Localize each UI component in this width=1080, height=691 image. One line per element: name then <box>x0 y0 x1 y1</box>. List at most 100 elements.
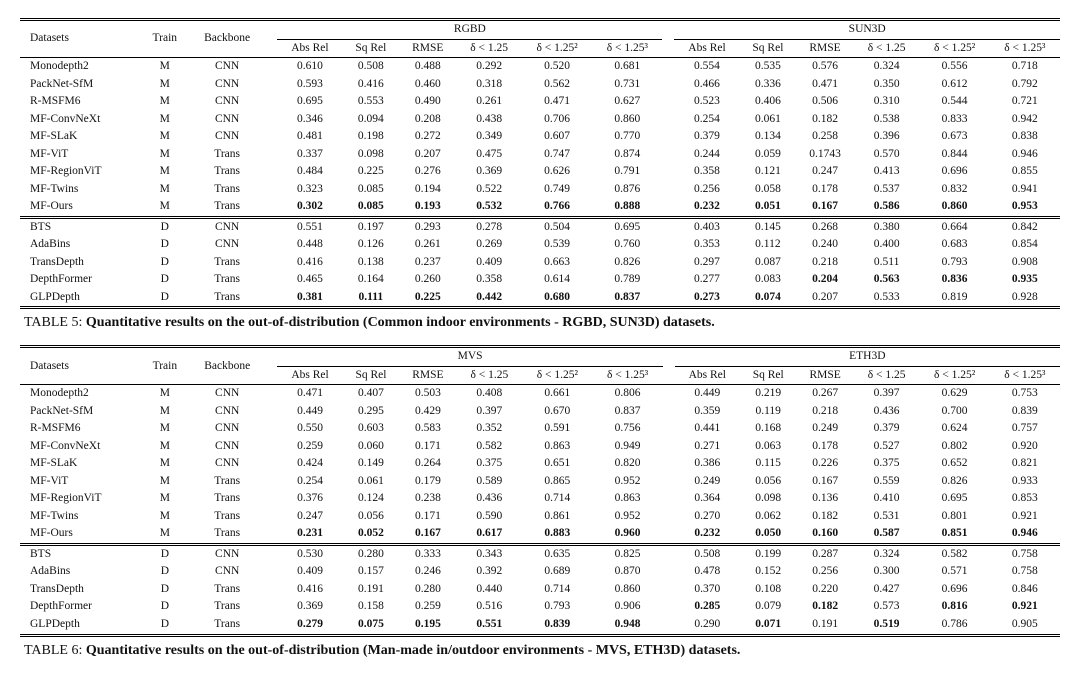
spacer <box>663 598 675 616</box>
cell-value: 0.191 <box>797 616 854 635</box>
cell-value: 0.302 <box>277 198 342 217</box>
spacer <box>265 385 277 403</box>
cell-value: 0.182 <box>796 111 854 129</box>
cell-value: 0.271 <box>675 438 740 456</box>
cell-name: MF-Twins <box>20 508 141 526</box>
cell-value: 0.527 <box>854 438 920 456</box>
cell-value: 0.058 <box>740 181 797 199</box>
cell-value: 0.714 <box>522 490 592 508</box>
cell-value: 0.134 <box>740 128 797 146</box>
cell-backbone: Trans <box>189 198 265 217</box>
cell-value: 0.556 <box>919 58 989 76</box>
hdr-metric: δ < 1.25 <box>457 366 523 385</box>
hdr-metric: Sq Rel <box>342 39 399 58</box>
spacer <box>265 236 277 254</box>
spacer <box>265 217 277 236</box>
table-row: BTSDCNN0.5300.2800.3330.3430.6350.8250.5… <box>20 544 1060 563</box>
table-row: MF-ConvNeXtMCNN0.2590.0600.1710.5820.863… <box>20 438 1060 456</box>
cell-value: 0.471 <box>277 385 342 403</box>
table-row: Monodepth2MCNN0.6100.5080.4880.2920.5200… <box>20 58 1060 76</box>
cell-backbone: CNN <box>189 217 265 236</box>
cell-value: 0.111 <box>342 289 399 308</box>
cell-train: M <box>141 508 189 526</box>
hdr-metric: Sq Rel <box>740 39 797 58</box>
cell-train: D <box>141 271 189 289</box>
cell-value: 0.448 <box>277 236 342 254</box>
spacer <box>662 254 674 272</box>
cell-name: Monodepth2 <box>20 385 141 403</box>
cell-value: 0.310 <box>854 93 920 111</box>
hdr-metric: RMSE <box>399 366 456 385</box>
cell-value: 0.359 <box>675 403 740 421</box>
spacer <box>663 508 675 526</box>
cell-value: 0.379 <box>674 128 739 146</box>
cell-value: 0.370 <box>675 581 740 599</box>
cell-value: 0.721 <box>990 93 1060 111</box>
cell-name: MF-SLaK <box>20 455 141 473</box>
cell-value: 0.946 <box>990 525 1060 544</box>
cell-value: 0.949 <box>592 438 662 456</box>
cell-value: 0.614 <box>522 271 592 289</box>
cell-value: 0.603 <box>343 420 400 438</box>
cell-value: 0.449 <box>675 385 740 403</box>
spacer <box>265 616 277 635</box>
cell-value: 0.259 <box>277 438 342 456</box>
cell-value: 0.416 <box>342 76 399 94</box>
cell-value: 0.409 <box>456 254 522 272</box>
cell-value: 0.530 <box>277 544 342 563</box>
cell-value: 0.758 <box>990 544 1060 563</box>
hdr-metric: δ < 1.25² <box>522 366 592 385</box>
cell-value: 0.407 <box>343 385 400 403</box>
table-row: DepthFormerDTrans0.3690.1580.2590.5160.7… <box>20 598 1060 616</box>
cell-value: 0.293 <box>399 217 456 236</box>
cell-value: 0.436 <box>457 490 523 508</box>
spacer <box>265 163 277 181</box>
table-row: MF-OursMTrans0.2310.0520.1670.6170.8830.… <box>20 525 1060 544</box>
spacer <box>662 217 674 236</box>
cell-value: 0.948 <box>592 616 662 635</box>
cell-value: 0.946 <box>990 146 1060 164</box>
cell-name: PackNet-SfM <box>20 76 141 94</box>
cell-value: 0.550 <box>277 420 342 438</box>
table6-wrap: DatasetsTrainBackboneMVSETH3DAbs RelSq R… <box>20 345 1060 636</box>
cell-value: 0.397 <box>854 385 920 403</box>
cell-backbone: CNN <box>189 111 265 129</box>
cell-value: 0.121 <box>740 163 797 181</box>
cell-value: 0.376 <box>277 490 342 508</box>
cell-value: 0.860 <box>592 111 662 129</box>
cell-value: 0.481 <box>277 128 342 146</box>
cell-name: AdaBins <box>20 563 141 581</box>
cell-value: 0.583 <box>399 420 456 438</box>
cell-value: 0.198 <box>342 128 399 146</box>
cell-value: 0.553 <box>342 93 399 111</box>
cell-value: 0.380 <box>854 217 920 236</box>
cell-value: 0.157 <box>343 563 400 581</box>
cell-value: 0.178 <box>796 181 854 199</box>
cell-name: MF-ViT <box>20 146 141 164</box>
cell-value: 0.806 <box>592 385 662 403</box>
cell-value: 0.416 <box>277 581 342 599</box>
cell-value: 0.747 <box>522 146 592 164</box>
cell-value: 0.358 <box>674 163 739 181</box>
cell-value: 0.158 <box>343 598 400 616</box>
cell-value: 0.905 <box>990 616 1060 635</box>
cell-backbone: Trans <box>189 508 266 526</box>
spacer <box>663 473 675 491</box>
cell-value: 0.846 <box>990 581 1060 599</box>
cell-value: 0.168 <box>740 420 797 438</box>
cell-value: 0.706 <box>522 111 592 129</box>
cell-value: 0.258 <box>796 128 854 146</box>
table-row: BTSDCNN0.5510.1970.2930.2780.5040.6950.4… <box>20 217 1060 236</box>
spacer <box>663 403 675 421</box>
cell-value: 0.802 <box>919 438 989 456</box>
hdr-metric: RMSE <box>399 39 456 58</box>
cell-value: 0.056 <box>740 473 797 491</box>
cell-value: 0.052 <box>343 525 400 544</box>
cell-value: 0.429 <box>399 403 456 421</box>
cell-value: 0.941 <box>990 181 1060 199</box>
group-left: MVS <box>277 347 662 367</box>
cell-value: 0.680 <box>522 289 592 308</box>
cell-value: 0.651 <box>522 455 592 473</box>
cell-value: 0.436 <box>854 403 920 421</box>
cell-train: D <box>141 289 189 308</box>
